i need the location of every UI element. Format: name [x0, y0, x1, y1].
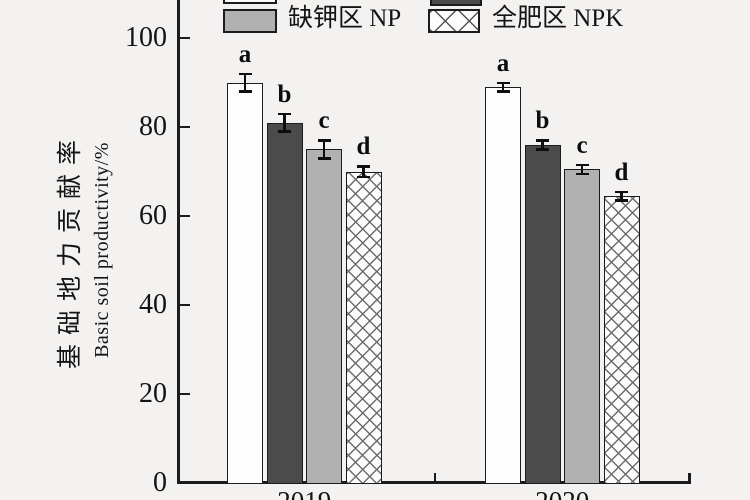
error-bar-cap-bottom [496, 90, 510, 93]
y-tick [179, 303, 190, 307]
y-tick [179, 214, 190, 218]
sig-letter: a [496, 49, 510, 77]
y-axis-title-en: Basic soil productivity/% [91, 142, 113, 358]
legend-label-np: 缺钾区 NP [288, 5, 402, 32]
error-bar-line [322, 140, 326, 159]
x-tick [688, 473, 691, 482]
bar-2020-series-2 [524, 144, 561, 484]
y-tick-label: 40 [139, 289, 167, 320]
bar-2020-series-4 [603, 195, 640, 484]
error-bar-cap-bottom [615, 199, 628, 203]
error-bar-line [501, 82, 505, 92]
error-bar-cap-bottom [238, 90, 252, 93]
y-tick-label: 20 [139, 378, 167, 409]
error-bar-cap-bottom [536, 148, 549, 151]
error-bar-cap-top [575, 163, 589, 167]
error-bar-cap-top [357, 165, 370, 168]
error-bar-cap-bottom [278, 130, 291, 134]
sig-letter: b [535, 107, 550, 135]
y-tick [179, 392, 190, 396]
error-bar-cap-top [278, 112, 291, 116]
bar-2019-series-3 [306, 149, 342, 484]
y-tick [179, 36, 190, 40]
sig-letter: c [318, 107, 330, 135]
y-axis-line [177, 0, 180, 484]
sig-letter: d [614, 158, 629, 186]
sig-letter: d [356, 133, 371, 161]
y-tick-label: 0 [153, 467, 167, 498]
x-tick [433, 473, 436, 482]
error-bar-line [541, 140, 544, 150]
error-bar-cap-top [615, 190, 628, 194]
error-bar-cap-bottom [357, 175, 370, 179]
bar-2019-series-4 [345, 171, 382, 484]
legend-swatch-np [223, 9, 277, 33]
error-bar-line [620, 191, 623, 201]
error-bar-cap-top [317, 139, 331, 142]
y-tick-label: 100 [125, 22, 167, 53]
error-bar-line [243, 73, 247, 92]
legend-label-npk: 全肥区 NPK [492, 5, 624, 32]
sig-letter: c [576, 131, 588, 159]
legend-swatch-partial-dark [430, 0, 482, 6]
error-bar-cap-bottom [317, 157, 331, 160]
y-axis-title-cn: 基础地力贡献率 [57, 130, 84, 370]
error-bar-line [283, 113, 286, 132]
error-bar-line [362, 166, 365, 177]
x-axis-line [177, 481, 691, 484]
sig-letter: b [277, 80, 292, 108]
legend-swatch-partial-white [223, 0, 277, 4]
error-bar-cap-bottom [575, 172, 589, 176]
x-category-label: 2020 [517, 486, 607, 500]
error-bar-cap-top [496, 81, 510, 85]
y-tick-label: 60 [139, 200, 167, 231]
sig-letter: a [238, 40, 252, 68]
y-axis-title: 基础地力贡献率 Basic soil productivity/% [55, 131, 117, 369]
y-tick-label: 80 [139, 111, 167, 142]
bar-2019-series-1 [227, 82, 263, 484]
bar-2020-series-3 [564, 169, 600, 484]
error-bar-cap-top [238, 72, 252, 76]
error-bar-line [580, 164, 584, 174]
legend-swatch-npk [428, 9, 480, 33]
x-category-label: 2019 [259, 486, 349, 500]
y-tick [179, 481, 190, 485]
bar-2020-series-1 [485, 86, 521, 484]
error-bar-cap-top [536, 139, 549, 142]
y-tick [179, 125, 190, 129]
bar-2019-series-2 [266, 122, 303, 484]
